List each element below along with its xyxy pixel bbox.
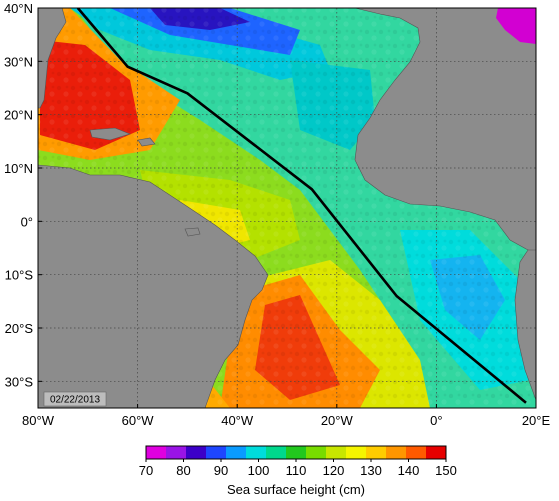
plot-area	[38, 8, 536, 408]
colorbar-title: Sea surface height (cm)	[227, 482, 365, 497]
lat-tick-label: 40°N	[4, 1, 33, 16]
land-south-america	[38, 164, 269, 408]
colorbar-tick-label: 90	[214, 463, 228, 478]
lat-tick-label: 30°N	[4, 54, 33, 69]
date-stamp: 02/22/2013	[43, 391, 107, 407]
plot-frame	[37, 7, 537, 409]
lat-tick-label: 20°S	[5, 321, 34, 336]
date-stamp-box	[43, 391, 107, 407]
ocean-region-mediterranean-magenta	[496, 8, 536, 44]
colorbar-tick-label: 150	[435, 463, 457, 478]
colorbar-swatch	[386, 446, 407, 459]
lon-tick-label: 20°E	[522, 413, 551, 428]
lat-tick-label: 10°S	[5, 268, 34, 283]
longitude-axis: 80°W 60°W 40°W 20°W 0° 20°E	[22, 404, 550, 428]
colorbar-tick-label: 80	[176, 463, 190, 478]
lon-tick-label: 40°W	[221, 413, 254, 428]
ship-track-line	[76, 8, 527, 404]
land-africa	[354, 8, 536, 253]
land-island-marajo	[184, 227, 201, 237]
colorbar-swatch	[266, 446, 287, 459]
land-north-america	[38, 8, 67, 109]
land-masses	[38, 8, 536, 408]
colorbar-swatch	[406, 446, 427, 459]
colorbar-swatch	[326, 446, 347, 459]
date-stamp-text: 02/22/2013	[50, 395, 100, 406]
latitude-axis: 40°N 30°N 20°N 10°N 0° 10°S 20°S 30°S	[4, 1, 42, 389]
colorbar-swatch	[286, 446, 307, 459]
lat-tick-label: 10°N	[4, 161, 33, 176]
graticule	[38, 8, 536, 408]
colorbar-swatch	[426, 446, 447, 459]
colorbar-tick-label: 70	[139, 463, 153, 478]
colorbar-tick-label: 120	[323, 463, 345, 478]
colorbar-swatch	[166, 446, 187, 459]
colorbar-tick-label: 130	[360, 463, 382, 478]
colorbar-swatch	[146, 446, 167, 459]
colorbar: 70 80 90 100 110 120 130 140 150	[139, 445, 457, 478]
colorbar-swatch	[246, 446, 267, 459]
land-hispaniola	[137, 137, 156, 147]
lon-tick-label: 20°W	[321, 413, 354, 428]
lon-tick-label: 80°W	[22, 413, 55, 428]
colorbar-swatch	[186, 446, 207, 459]
lat-tick-label: 30°S	[5, 374, 34, 389]
lat-tick-label: 0°	[21, 214, 33, 229]
colorbar-swatch	[206, 446, 227, 459]
lon-tick-label: 60°W	[122, 413, 155, 428]
colorbar-swatch	[346, 446, 367, 459]
colorbar-swatch	[226, 446, 247, 459]
lon-tick-label: 0°	[430, 413, 442, 428]
colorbar-swatch	[366, 446, 387, 459]
colorbar-tick-label: 100	[248, 463, 270, 478]
land-southern-africa	[514, 249, 536, 401]
colorbar-tick-label: 140	[398, 463, 420, 478]
colorbar-tick-label: 110	[286, 463, 307, 478]
land-cuba	[89, 127, 131, 141]
colorbar-swatch	[306, 446, 327, 459]
lat-tick-label: 20°N	[4, 108, 33, 123]
